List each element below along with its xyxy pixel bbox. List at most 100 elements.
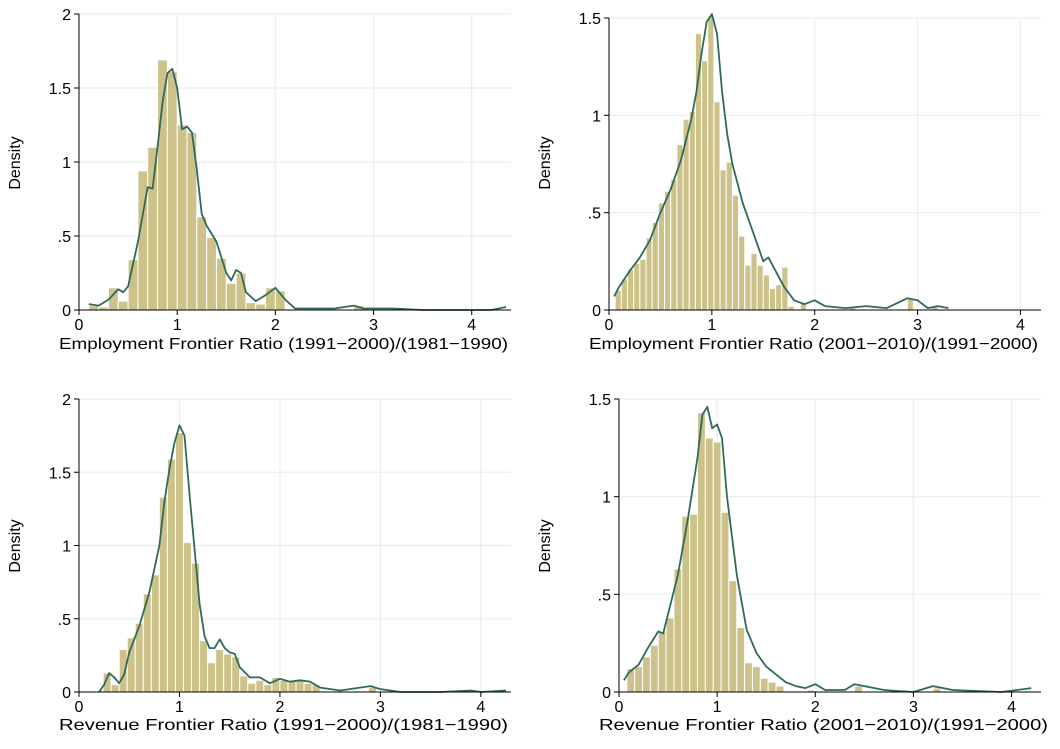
x-axis-title: Revenue Frontier Ratio (2001−2010)/(1991… [599, 717, 1048, 734]
histogram-bar [279, 679, 289, 693]
x-tick-label: 0 [75, 317, 84, 334]
histogram-bar [932, 687, 942, 693]
x-tick-label: 2 [810, 317, 819, 334]
x-tick-label: 1 [173, 317, 182, 334]
y-tick-label: .5 [598, 587, 611, 604]
histogram-bar [223, 653, 233, 693]
histogram-bar [207, 662, 217, 693]
histogram-employment-1991-2000: 0 1 2 3 4 0 .5 1 1.5 2 Employment Frontier Ratio (… [7, 7, 511, 353]
histogram-bar [751, 666, 761, 693]
histogram-bar [176, 124, 188, 311]
histogram-bar [775, 284, 783, 311]
y-tick-label: 1.5 [49, 465, 71, 482]
histogram-bar [720, 511, 730, 693]
histogram-bar [665, 617, 675, 693]
histogram-bar [166, 71, 178, 311]
histogram-bar [645, 237, 653, 311]
histogram-employment-2001-2010: 0 1 2 3 4 0 .5 1 1.5 Employment Frontier Ratio (2… [537, 11, 1041, 353]
panel-employment-1991-2000: 0 1 2 3 4 0 .5 1 1.5 2 Employment Frontier Ratio (… [0, 0, 530, 374]
histogram-bar [731, 194, 740, 311]
histogram-bar [147, 146, 159, 311]
histogram-bar [225, 282, 237, 311]
x-tick-label: 3 [909, 699, 918, 716]
histogram-bar [787, 305, 795, 311]
histogram-bar [239, 675, 249, 693]
y-tick-label: 0 [602, 685, 611, 702]
histogram-bar [713, 101, 721, 311]
histogram-bar [744, 264, 752, 311]
x-tick-label: 0 [615, 699, 624, 716]
y-tick-label: 1.5 [579, 11, 601, 28]
panel-employment-2001-2010: 0 1 2 3 4 0 .5 1 1.5 Employment Frontier Ratio (2… [530, 0, 1060, 374]
y-tick-label: 0 [592, 303, 601, 320]
histogram-bar [689, 513, 699, 693]
histogram-bar [701, 60, 709, 311]
histogram-bar [174, 432, 184, 693]
histogram-bar [762, 274, 770, 311]
histogram-bar [738, 235, 746, 311]
histogram-bar [158, 496, 168, 693]
x-tick-label: 3 [376, 699, 385, 716]
histogram-bar [712, 441, 722, 693]
histogram-bars [614, 15, 939, 311]
x-axis-title: Revenue Frontier Ratio (1991−2000)/(1981… [59, 717, 508, 734]
histogram-bar [756, 264, 764, 311]
x-axis-title: Employment Frontier Ratio (1991−2000)/(1… [59, 336, 508, 353]
histogram-bar [150, 574, 160, 693]
histogram-bar [664, 190, 672, 311]
y-tick-label: 1 [62, 539, 71, 556]
y-tick-label: 0 [62, 685, 71, 702]
y-tick-label: .5 [58, 612, 71, 629]
x-tick-label: 1 [175, 699, 184, 716]
histogram-bars [626, 412, 942, 693]
kde-line [98, 424, 507, 693]
kde-line [88, 67, 507, 311]
y-tick-label: 1.5 [49, 81, 71, 98]
histogram-bar [719, 169, 727, 311]
histogram-revenue-2001-2010: 0 1 2 3 4 0 .5 1 1.5 Revenue Frontier Ratio (2001… [537, 392, 1048, 734]
y-tick-label: 1 [602, 490, 611, 507]
histogram-bar [651, 221, 659, 311]
x-tick-label: 3 [913, 317, 922, 334]
panel-revenue-2001-2010: 0 1 2 3 4 0 .5 1 1.5 Revenue Frontier Ratio (2001… [530, 374, 1060, 749]
x-tick-label: 0 [75, 699, 84, 716]
kde-line [623, 405, 1032, 693]
histogram-bar [759, 677, 769, 693]
y-axis-title: Density [7, 136, 24, 189]
histogram-bar [245, 302, 257, 311]
histogram-bar [157, 59, 168, 311]
histogram-bar [767, 681, 777, 693]
y-axis-title: Density [537, 519, 554, 572]
histogram-bar [704, 437, 714, 693]
histogram-bar [263, 684, 273, 693]
x-tick-label: 4 [476, 699, 485, 716]
histogram-bar [110, 684, 120, 693]
y-tick-label: .5 [58, 229, 71, 246]
histogram-bar [707, 15, 715, 311]
x-tick-label: 4 [467, 317, 476, 334]
histogram-bar [657, 630, 667, 693]
y-tick-label: .5 [588, 206, 601, 223]
histogram-bar [736, 627, 746, 693]
histogram-bar [775, 685, 785, 693]
histogram-bar [854, 685, 863, 693]
x-tick-label: 1 [707, 317, 716, 334]
histogram-bar [235, 272, 247, 311]
y-tick-label: 0 [62, 303, 71, 320]
x-tick-label: 4 [1016, 317, 1025, 334]
histogram-bar [117, 300, 129, 311]
histogram-bar [247, 682, 257, 693]
histogram-bar [255, 679, 265, 693]
y-tick-label: 1 [592, 108, 601, 125]
histogram-bars [102, 432, 377, 693]
x-tick-label: 4 [1007, 699, 1016, 716]
histogram-bar [303, 682, 313, 693]
x-tick-label: 1 [713, 699, 722, 716]
histogram-bar [744, 662, 753, 693]
x-tick-label: 3 [369, 317, 378, 334]
histogram-bar [196, 216, 208, 311]
x-tick-label: 2 [275, 699, 284, 716]
histogram-bar [750, 253, 758, 311]
x-tick-label: 0 [605, 317, 614, 334]
